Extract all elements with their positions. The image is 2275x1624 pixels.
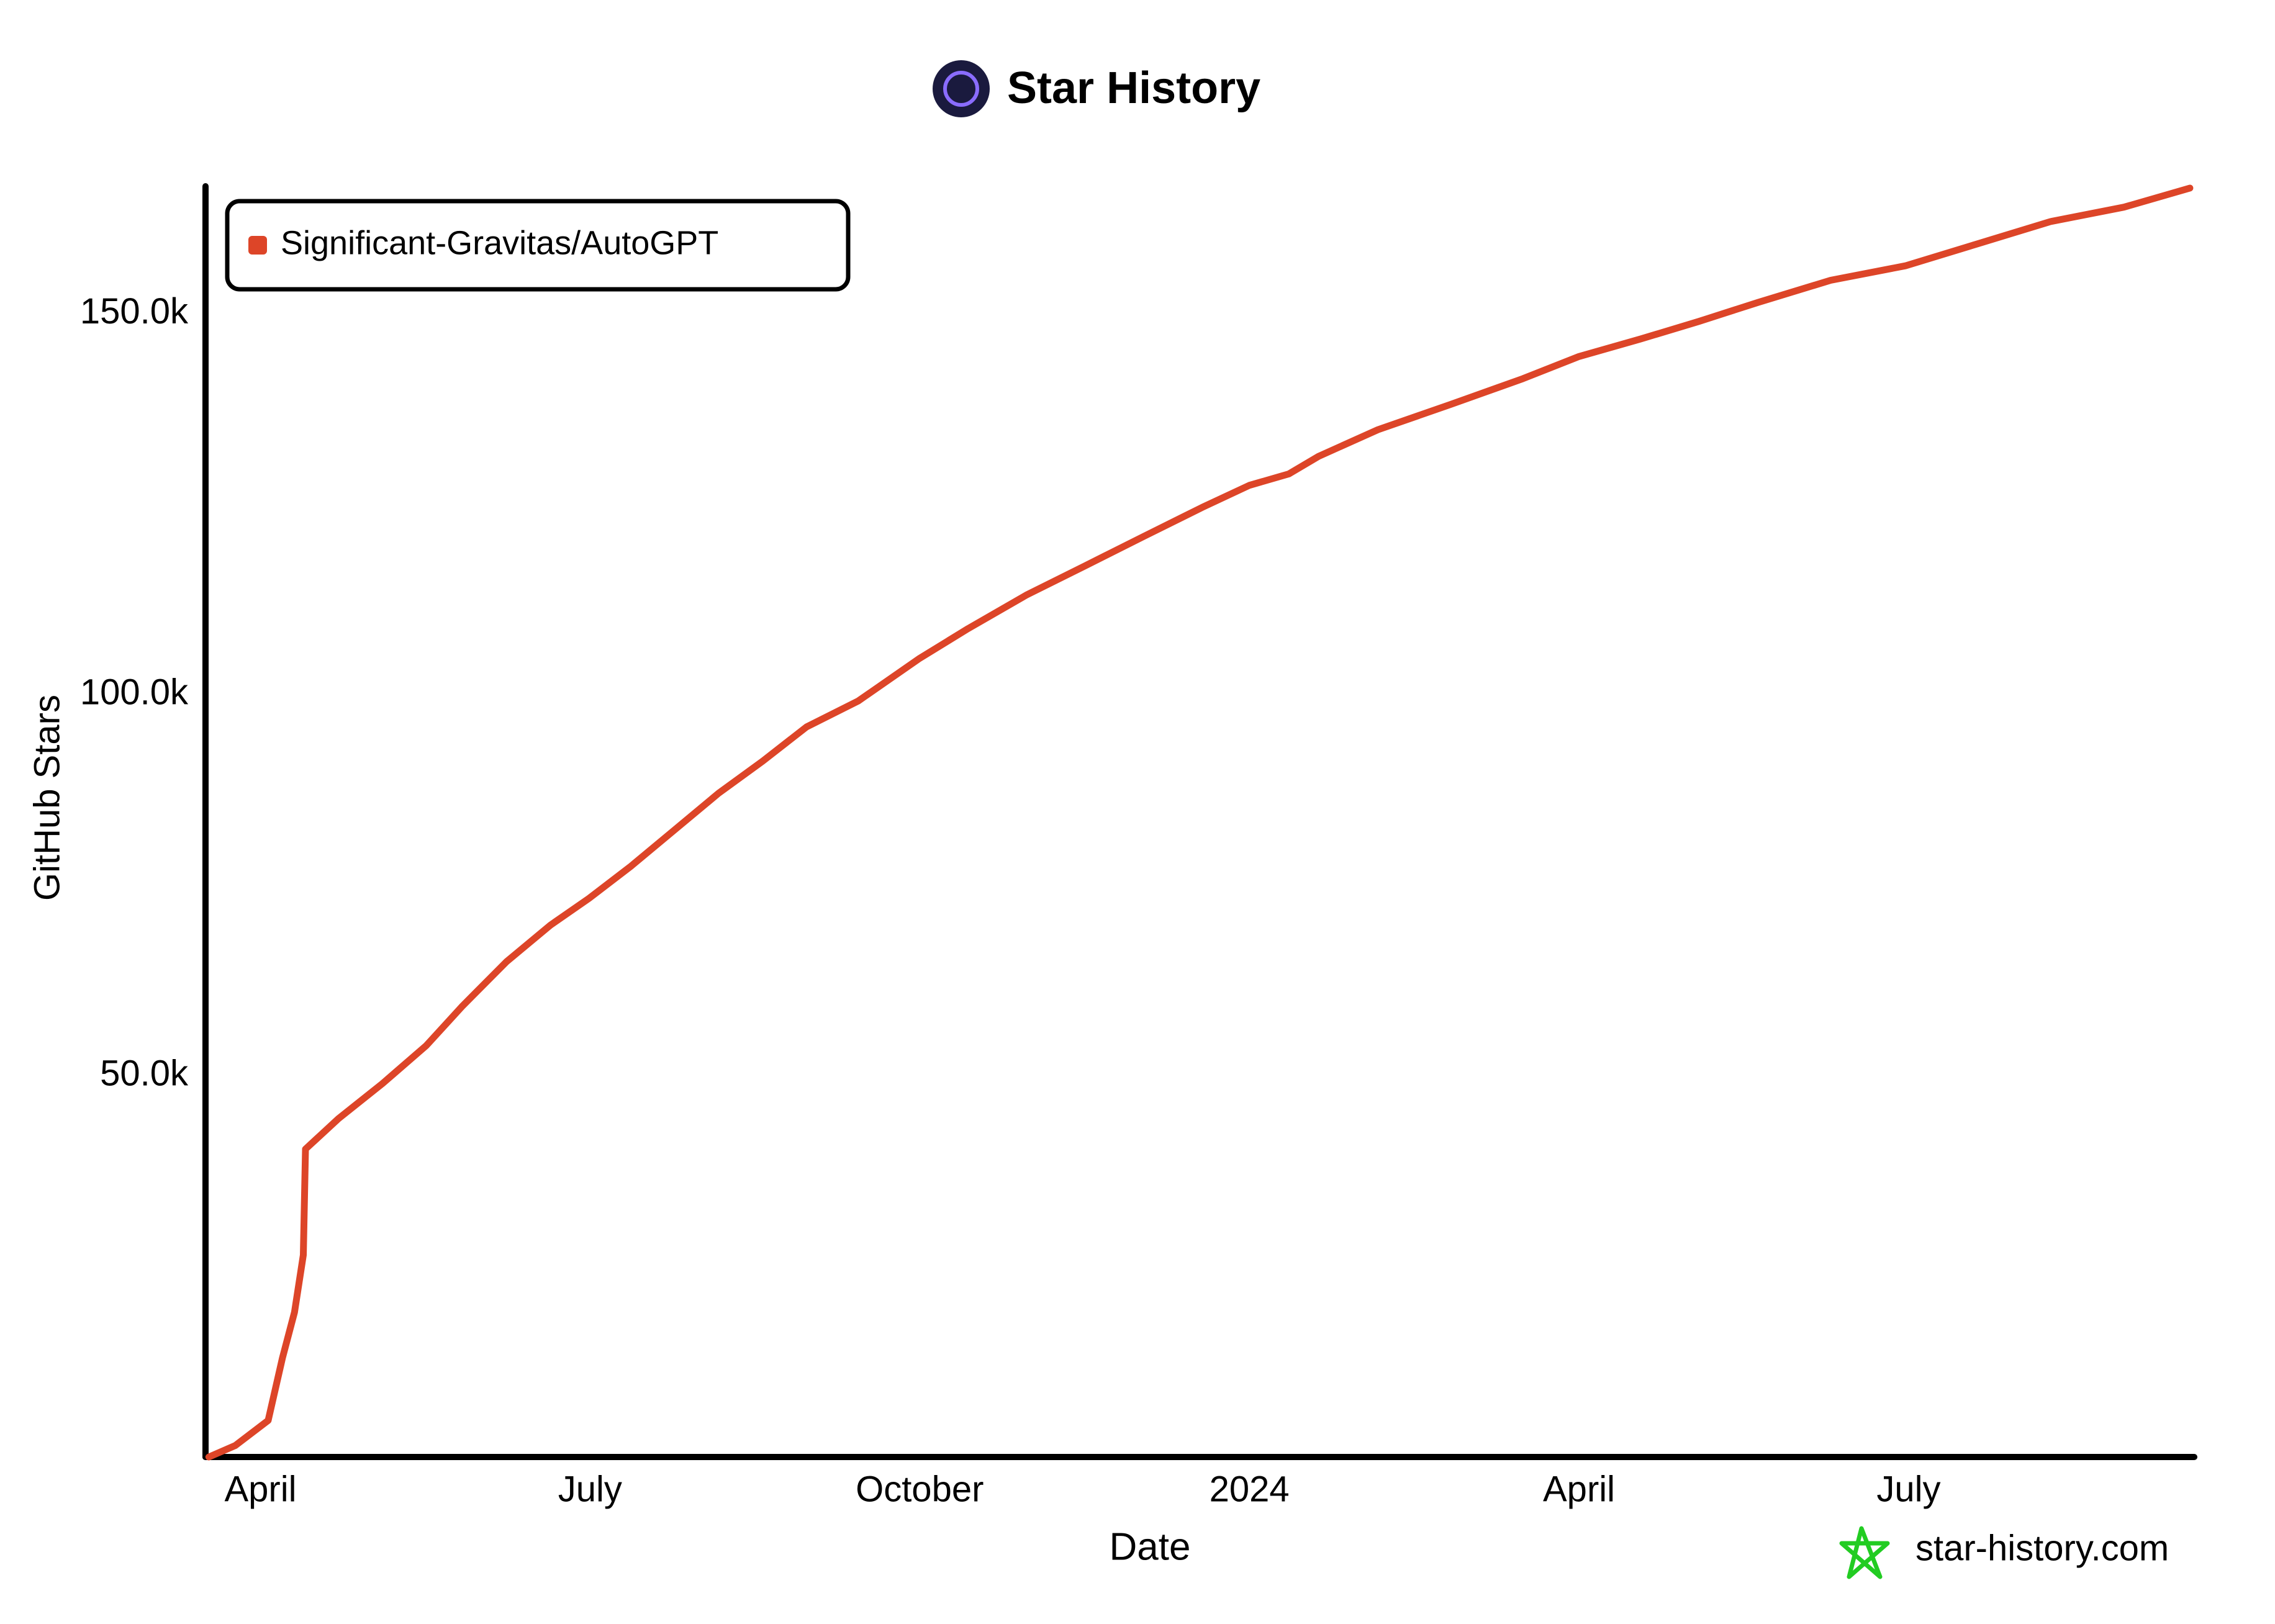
legend-label: Significant-Gravitas/AutoGPT [281, 224, 718, 261]
line-series [205, 184, 2194, 1461]
x-tick-label: April [1543, 1469, 1615, 1509]
legend-box [225, 199, 851, 292]
y-tick-label: 100.0k [80, 672, 189, 713]
y-tick-label: 50.0k [100, 1053, 189, 1094]
x-axis-label: Date [1110, 1525, 1191, 1568]
legend-swatch [248, 236, 267, 255]
x-tick-label: 2024 [1210, 1469, 1290, 1509]
x-tick-label: April [224, 1469, 296, 1509]
watermark: star-history.com [1915, 1528, 2169, 1568]
watermark-icon [1839, 1526, 1890, 1579]
x-tick-label: July [1876, 1469, 1940, 1509]
logo-ring [943, 71, 979, 107]
chart-title: Star History [1007, 63, 1260, 113]
y-axis-label: GitHub Stars [27, 695, 67, 901]
x-tick-label: July [558, 1469, 622, 1509]
y-tick-label: 150.0k [80, 291, 189, 332]
logo [933, 60, 990, 117]
x-tick-label: October [856, 1469, 984, 1509]
